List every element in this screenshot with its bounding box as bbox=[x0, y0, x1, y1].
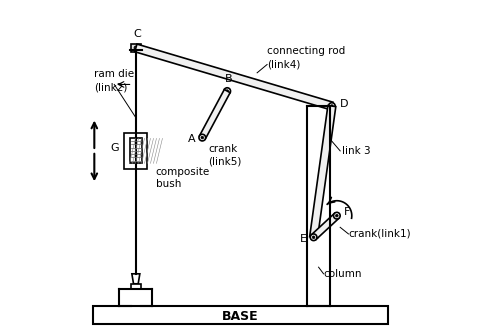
Circle shape bbox=[223, 88, 230, 94]
Text: A: A bbox=[188, 134, 195, 144]
Circle shape bbox=[335, 214, 337, 217]
Text: (link5): (link5) bbox=[208, 156, 241, 166]
Circle shape bbox=[199, 134, 205, 141]
Bar bbox=[131, 44, 140, 52]
Text: BASE: BASE bbox=[222, 310, 258, 323]
Text: F: F bbox=[343, 207, 349, 217]
Circle shape bbox=[134, 46, 137, 50]
Bar bbox=[93, 306, 387, 324]
Text: crank(link1): crank(link1) bbox=[348, 229, 410, 239]
Circle shape bbox=[328, 103, 335, 109]
Text: (link4): (link4) bbox=[266, 60, 300, 69]
Circle shape bbox=[201, 136, 203, 139]
Polygon shape bbox=[131, 284, 140, 289]
Text: link 3: link 3 bbox=[341, 146, 370, 156]
Text: B: B bbox=[225, 74, 232, 84]
Text: E: E bbox=[300, 234, 306, 244]
Circle shape bbox=[310, 234, 316, 241]
Polygon shape bbox=[134, 44, 332, 110]
Polygon shape bbox=[132, 274, 140, 284]
Text: crank: crank bbox=[208, 144, 237, 154]
Polygon shape bbox=[311, 213, 338, 240]
Bar bbox=[129, 138, 142, 163]
Text: D: D bbox=[339, 99, 348, 110]
Circle shape bbox=[312, 236, 314, 239]
Text: ram die: ram die bbox=[94, 69, 133, 79]
Text: bush: bush bbox=[156, 179, 181, 189]
Text: connecting rod: connecting rod bbox=[266, 46, 345, 56]
Circle shape bbox=[330, 105, 333, 108]
Circle shape bbox=[226, 90, 228, 92]
Text: G: G bbox=[110, 143, 119, 152]
Circle shape bbox=[333, 212, 339, 219]
Text: composite: composite bbox=[156, 168, 210, 178]
Text: column: column bbox=[323, 269, 361, 279]
Polygon shape bbox=[199, 89, 229, 139]
Text: (link2): (link2) bbox=[94, 83, 127, 93]
Text: C: C bbox=[133, 28, 141, 39]
Bar bbox=[124, 133, 147, 169]
Polygon shape bbox=[309, 106, 335, 238]
